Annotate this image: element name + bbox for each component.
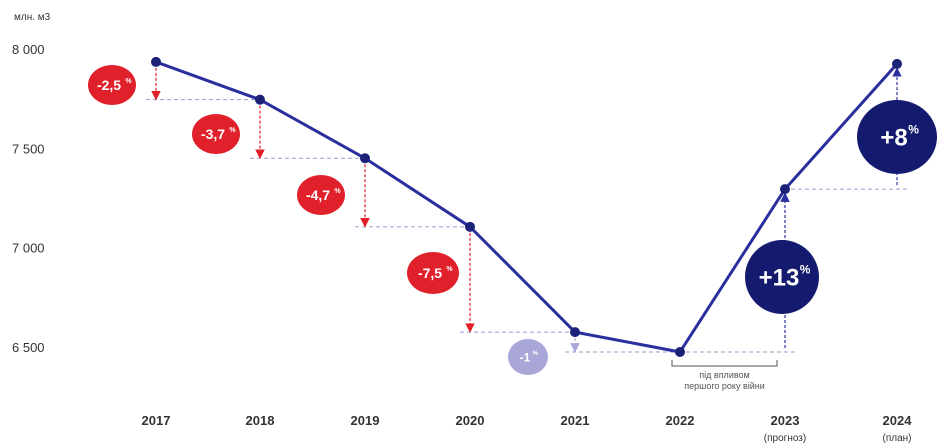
y-tick-label: 7 000 xyxy=(12,241,45,256)
change-badge-label: -2,5 xyxy=(97,77,121,93)
change-badge: +13% xyxy=(745,240,819,314)
change-badge: -2,5% xyxy=(88,65,136,105)
change-badge: -3,7% xyxy=(192,114,240,154)
change-badge-circle xyxy=(407,252,459,294)
x-tick-label: 2019 xyxy=(351,413,380,428)
guide-lines xyxy=(146,99,907,353)
data-point xyxy=(570,327,580,338)
change-badge-circle xyxy=(745,240,819,314)
change-badge-percent: % xyxy=(229,127,236,134)
x-tick-label: 2022 xyxy=(666,413,695,428)
change-badge-percent: % xyxy=(800,262,811,276)
x-tick-label: 2021 xyxy=(561,413,590,428)
change-badge: -7,5% xyxy=(407,252,459,294)
change-badge-percent: % xyxy=(334,188,341,195)
change-badge-label: +13 xyxy=(759,265,800,292)
change-badge-percent: % xyxy=(908,122,919,136)
change-badge-percent: % xyxy=(446,266,453,273)
change-badge: -1% xyxy=(508,339,548,375)
annotation-bracket xyxy=(671,360,778,367)
y-tick-label: 8 000 xyxy=(12,42,45,57)
unit-label: млн. м3 xyxy=(14,12,51,23)
change-badge-percent: % xyxy=(533,351,539,357)
series-polyline xyxy=(155,60,899,354)
series-line xyxy=(155,60,899,354)
data-point xyxy=(675,346,685,357)
change-badge-circle xyxy=(297,175,345,215)
change-badge-label: -4,7 xyxy=(306,187,330,203)
change-badge-circle xyxy=(192,114,240,154)
change-badge-label: -7,5 xyxy=(418,265,442,281)
change-badge-circle xyxy=(508,339,548,375)
x-tick-label: 2017 xyxy=(142,413,171,428)
annotation-text: під впливом xyxy=(699,370,749,380)
y-tick-label: 6 500 xyxy=(12,340,45,355)
change-badges: -2,5 %-3,7 %-4,7 %-7,5 %-1 %+13 %+8% xyxy=(88,65,937,375)
data-point xyxy=(780,184,790,195)
data-point xyxy=(465,221,475,232)
y-axis: 6 500 7 000 7 500 8 000 xyxy=(12,42,45,355)
data-point xyxy=(892,58,902,69)
y-tick-label: 7 500 xyxy=(12,141,45,156)
change-badge: +8% xyxy=(857,100,937,174)
change-badge-label: +8 xyxy=(880,125,907,152)
x-tick-label: 2023 xyxy=(771,413,800,428)
x-axis: 2017 2018 2019 2020 2021 2022 2023 (прогноз) 202… xyxy=(142,413,913,444)
change-badge-label: -3,7 xyxy=(201,126,225,142)
x-tick-label: 2020 xyxy=(456,413,485,428)
x-tick-label: 2024 xyxy=(883,413,913,428)
x-tick-sublabel: (план) xyxy=(883,433,912,444)
x-tick-sublabel: (прогноз) xyxy=(764,433,806,444)
data-point xyxy=(255,94,265,105)
x-tick-label: 2018 xyxy=(246,413,275,428)
data-point xyxy=(151,56,161,67)
data-markers xyxy=(151,56,902,357)
change-badge-circle xyxy=(857,100,937,174)
change-badge-percent: % xyxy=(125,78,132,85)
data-point xyxy=(360,153,370,164)
change-badge-circle xyxy=(88,65,136,105)
change-badge: -4,7% xyxy=(297,175,345,215)
annotation-text: першого року війни xyxy=(684,381,765,391)
change-badge-label: -1 xyxy=(520,350,531,364)
